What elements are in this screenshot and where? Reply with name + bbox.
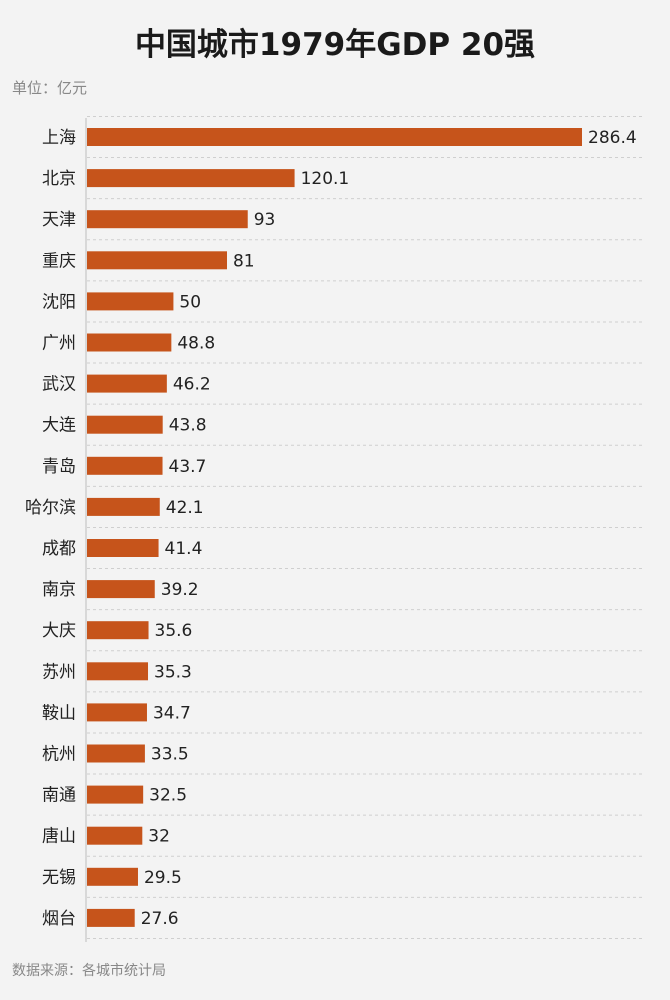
- bar-19: [87, 908, 135, 927]
- value-label: 81: [233, 251, 255, 271]
- bar-17: [87, 826, 143, 845]
- value-label: 286.4: [588, 128, 637, 148]
- value-labels: 286.4 120.1 93 81 50 48.8 46.2 43.8 43.7 42.1 41.4…: [141, 128, 637, 929]
- value-label: 93: [254, 210, 276, 230]
- bar-12: [87, 621, 149, 640]
- bar-9: [87, 497, 160, 516]
- bar-3: [87, 251, 227, 270]
- category-label: 上海: [42, 128, 76, 148]
- category-label: 武汉: [42, 375, 76, 395]
- category-labels: 上海北京天津重庆沈阳广州武汉大连青岛哈尔滨成都南京大庆苏州鞍山杭州南通唐山无锡烟…: [25, 128, 76, 929]
- category-label: 南京: [42, 580, 76, 600]
- category-label: 无锡: [42, 868, 76, 888]
- value-label: 35.3: [154, 662, 192, 682]
- category-label: 大连: [42, 416, 76, 436]
- value-label: 50: [179, 292, 201, 312]
- value-label: 48.8: [177, 334, 215, 354]
- bar-8: [87, 456, 163, 475]
- category-label: 南通: [42, 786, 76, 806]
- category-label: 广州: [42, 334, 76, 354]
- value-label: 32.5: [149, 786, 187, 806]
- value-label: 42.1: [166, 498, 204, 518]
- value-label: 27.6: [141, 909, 179, 929]
- chart-title: 中国城市1979年GDP 20强: [135, 27, 535, 63]
- value-label: 34.7: [153, 703, 191, 723]
- bar-16: [87, 785, 144, 804]
- bar-15: [87, 744, 145, 763]
- category-label: 青岛: [42, 457, 76, 477]
- category-label: 鞍山: [42, 703, 76, 723]
- value-label: 39.2: [161, 580, 199, 600]
- bar-13: [87, 662, 149, 681]
- value-label: 120.1: [301, 169, 350, 189]
- category-label: 杭州: [42, 745, 76, 765]
- category-label: 大庆: [42, 621, 76, 641]
- bar-6: [87, 374, 167, 393]
- category-label: 哈尔滨: [25, 498, 76, 518]
- unit-label: 单位：亿元: [12, 79, 87, 97]
- category-label: 烟台: [42, 909, 76, 929]
- bar-0: [87, 128, 582, 146]
- bar-4: [87, 292, 174, 311]
- category-label: 成都: [42, 539, 76, 559]
- data-source-note: 数据来源：各城市统计局: [12, 962, 166, 979]
- bar-2: [87, 210, 248, 229]
- bar-18: [87, 867, 138, 886]
- value-label: 46.2: [173, 375, 211, 395]
- grid-lines: [87, 115, 645, 939]
- category-label: 唐山: [42, 826, 76, 847]
- bar-5: [87, 333, 172, 352]
- value-label: 35.6: [155, 621, 193, 641]
- category-label: 北京: [42, 169, 76, 189]
- value-label: 43.7: [169, 457, 207, 477]
- value-label: 41.4: [165, 539, 203, 559]
- value-label: 33.5: [151, 745, 189, 765]
- bar-7: [87, 415, 163, 434]
- bar-10: [87, 539, 159, 557]
- value-label: 29.5: [144, 868, 182, 888]
- value-label: 32: [148, 827, 170, 847]
- value-label: 43.8: [169, 416, 207, 436]
- category-label: 苏州: [42, 662, 76, 682]
- category-label: 重庆: [42, 251, 76, 271]
- category-label: 天津: [42, 210, 76, 230]
- bar-14: [87, 703, 147, 722]
- category-label: 沈阳: [42, 292, 76, 312]
- bars: [87, 128, 582, 927]
- bar-1: [87, 169, 295, 188]
- bar-11: [87, 580, 155, 599]
